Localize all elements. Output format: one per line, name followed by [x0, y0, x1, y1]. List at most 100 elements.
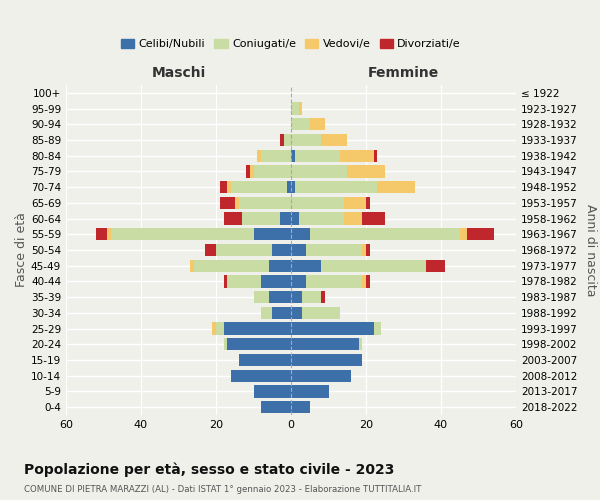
Bar — [220, 181, 227, 194]
Bar — [216, 322, 223, 334]
Text: Popolazione per età, sesso e stato civile - 2023: Popolazione per età, sesso e stato civil… — [24, 462, 394, 477]
Bar — [467, 228, 493, 240]
Bar — [235, 196, 239, 209]
Bar — [362, 212, 385, 224]
Bar — [291, 166, 347, 177]
Text: COMUNE DI PIETRA MARAZZI (AL) - Dati ISTAT 1° gennaio 2023 - Elaborazione TUTTIT: COMUNE DI PIETRA MARAZZI (AL) - Dati IST… — [24, 485, 421, 494]
Bar — [257, 150, 261, 162]
Bar — [261, 306, 272, 319]
Bar — [227, 338, 291, 350]
Bar — [291, 228, 310, 240]
Bar — [96, 228, 107, 240]
Bar — [291, 370, 351, 382]
Bar — [291, 276, 306, 287]
Bar — [362, 244, 366, 256]
Bar — [362, 276, 366, 287]
Bar — [291, 386, 329, 398]
Bar — [291, 181, 295, 194]
Bar — [306, 244, 362, 256]
Bar — [295, 150, 340, 162]
Bar — [291, 322, 373, 334]
Bar — [359, 338, 362, 350]
Bar — [426, 260, 445, 272]
Bar — [366, 276, 370, 287]
Bar — [373, 322, 381, 334]
Bar — [254, 291, 269, 304]
Bar — [291, 260, 321, 272]
Bar — [291, 134, 321, 146]
Bar — [291, 306, 302, 319]
Bar — [291, 118, 310, 130]
Bar — [302, 291, 321, 304]
Bar — [295, 181, 377, 194]
Bar — [223, 276, 227, 287]
Bar — [272, 244, 291, 256]
Bar — [321, 260, 426, 272]
Legend: Celibi/Nubili, Coniugati/e, Vedovi/e, Divorziati/e: Celibi/Nubili, Coniugati/e, Vedovi/e, Di… — [116, 34, 466, 54]
Y-axis label: Fasce di età: Fasce di età — [15, 212, 28, 288]
Bar — [193, 260, 269, 272]
Bar — [321, 134, 347, 146]
Bar — [302, 306, 340, 319]
Bar — [250, 166, 254, 177]
Bar — [347, 166, 385, 177]
Bar — [242, 212, 280, 224]
Bar — [291, 102, 299, 115]
Bar — [227, 276, 261, 287]
Bar — [287, 181, 291, 194]
Bar — [261, 276, 291, 287]
Bar — [205, 244, 216, 256]
Bar — [216, 244, 272, 256]
Bar — [291, 291, 302, 304]
Bar — [239, 354, 291, 366]
Text: Maschi: Maschi — [151, 66, 206, 80]
Bar — [231, 181, 287, 194]
Bar — [340, 150, 373, 162]
Bar — [321, 291, 325, 304]
Bar — [261, 150, 291, 162]
Bar — [269, 260, 291, 272]
Bar — [366, 244, 370, 256]
Bar — [261, 401, 291, 413]
Bar — [306, 276, 362, 287]
Bar — [107, 228, 111, 240]
Bar — [366, 196, 370, 209]
Bar — [227, 181, 231, 194]
Bar — [291, 401, 310, 413]
Y-axis label: Anni di nascita: Anni di nascita — [584, 204, 597, 296]
Bar — [343, 196, 366, 209]
Bar — [460, 228, 467, 240]
Bar — [220, 196, 235, 209]
Bar — [223, 212, 242, 224]
Bar — [111, 228, 254, 240]
Bar — [223, 338, 227, 350]
Bar — [190, 260, 193, 272]
Bar — [254, 166, 291, 177]
Bar — [291, 212, 299, 224]
Text: Femmine: Femmine — [368, 66, 439, 80]
Bar — [246, 166, 250, 177]
Bar — [291, 354, 362, 366]
Bar — [291, 150, 295, 162]
Bar — [310, 118, 325, 130]
Bar — [280, 134, 284, 146]
Bar — [223, 322, 291, 334]
Bar — [291, 244, 306, 256]
Bar — [299, 212, 343, 224]
Bar — [291, 338, 359, 350]
Bar — [310, 228, 460, 240]
Bar — [377, 181, 415, 194]
Bar — [212, 322, 216, 334]
Bar — [239, 196, 291, 209]
Bar — [299, 102, 302, 115]
Bar — [254, 228, 291, 240]
Bar — [254, 386, 291, 398]
Bar — [269, 291, 291, 304]
Bar — [231, 370, 291, 382]
Bar — [291, 196, 343, 209]
Bar — [280, 212, 291, 224]
Bar — [373, 150, 377, 162]
Bar — [272, 306, 291, 319]
Bar — [343, 212, 362, 224]
Bar — [284, 134, 291, 146]
